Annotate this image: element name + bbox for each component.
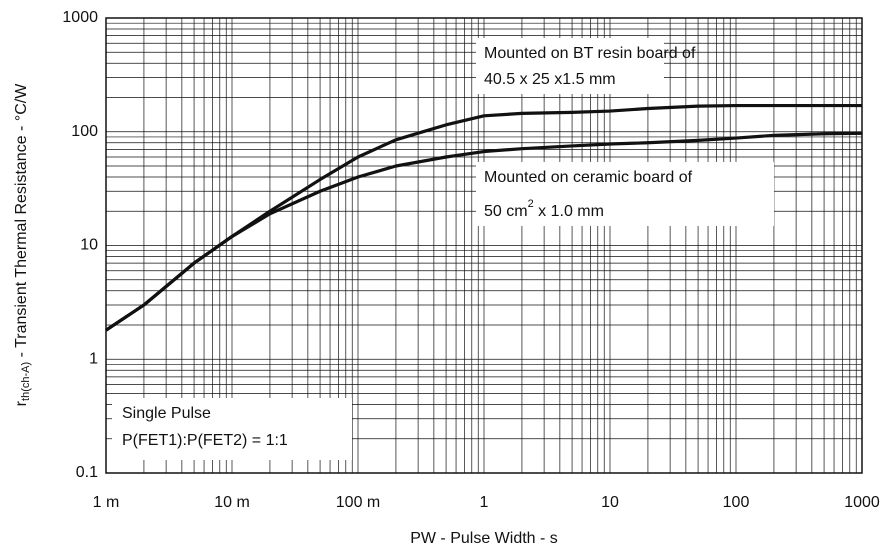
y-axis-label: rth(ch-A) - Transient Thermal Resistance… — [13, 83, 32, 407]
annotation-part: 50 cm — [484, 203, 528, 220]
y-label-part: r — [13, 400, 30, 406]
annotation-part: x 1.0 mm — [534, 203, 604, 220]
y-tick-label: 1000 — [62, 9, 98, 26]
annotation-box — [476, 162, 774, 226]
annotation-box — [476, 38, 664, 94]
y-label-sub: th(ch-A) — [20, 362, 32, 401]
annotation: Mounted on BT resin board of — [484, 45, 696, 62]
x-tick-label: 1 m — [93, 494, 120, 511]
y-label-part: - Transient Thermal Resistance - °C/W — [13, 83, 30, 362]
annotation-sup: 2 — [528, 198, 534, 210]
x-axis-label: PW - Pulse Width - s — [410, 530, 558, 547]
x-tick-label: 1 — [480, 494, 489, 511]
y-tick-label: 10 — [80, 237, 98, 254]
plot-frame — [105, 17, 863, 474]
annotation: P(FET1):P(FET2) = 1:1 — [122, 432, 288, 449]
y-tick-label: 1 — [89, 350, 98, 367]
annotation: 40.5 x 25 x1.5 mm — [484, 71, 616, 88]
annotation-box — [112, 398, 352, 460]
x-tick-label: 100 — [723, 494, 750, 511]
annotation: 50 cm2 x 1.0 mm — [484, 198, 604, 220]
annotation: Single Pulse — [122, 405, 211, 422]
curves — [105, 103, 863, 332]
x-tick-label: 1000 — [844, 494, 880, 511]
x-tick-label: 10 — [601, 494, 619, 511]
y-tick-label: 0.1 — [76, 464, 98, 481]
series-line — [105, 131, 863, 332]
x-tick-label: 100 m — [336, 494, 380, 511]
annotation: Mounted on ceramic board of — [484, 169, 693, 186]
y-tick-label: 100 — [71, 123, 98, 140]
x-tick-label: 10 m — [214, 494, 250, 511]
